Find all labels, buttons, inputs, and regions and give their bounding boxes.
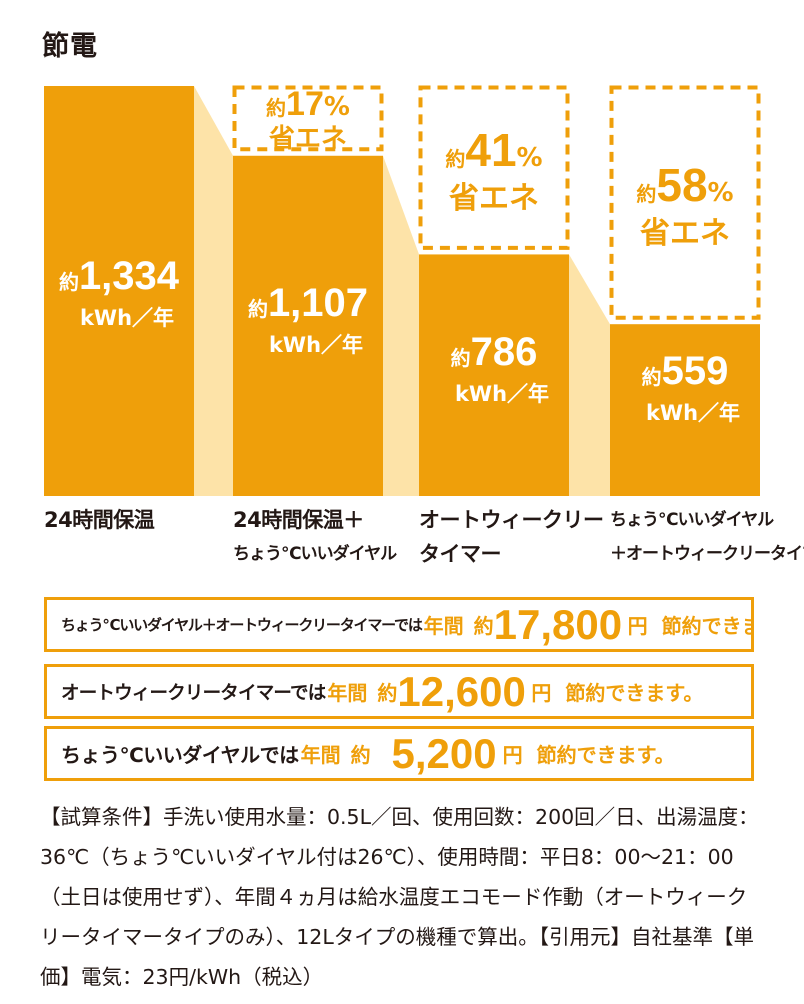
savings-condition: ちょう℃いいダイヤル＋オートウィークリータイマーでは — [61, 616, 423, 634]
savings-label-3: 省エネ — [640, 216, 730, 251]
savings-label-2: 省エネ — [449, 181, 539, 216]
bar-value-0: 約1,334 — [59, 254, 180, 298]
savings-percent-1: 約17% — [266, 85, 350, 123]
bar-value-1: 約1,107 — [248, 281, 368, 325]
bar-value-2: 約786 — [451, 330, 538, 374]
bar-unit-3: kWh／年 — [646, 401, 740, 425]
savings-box-2: ちょう℃いいダイヤルでは 年間 約 5,200 円 節約できます。 — [44, 726, 754, 781]
savings-approx: 約 — [350, 743, 371, 767]
bar-unit-2: kWh／年 — [455, 382, 549, 406]
savings-dashed-box-1 — [232, 85, 384, 152]
savings-per-year: 年間 — [300, 743, 341, 767]
savings-yen: 円 — [502, 743, 523, 767]
savings-amount: 12,600 — [397, 667, 526, 715]
savings-label-1: 省エネ — [268, 124, 347, 154]
savings-dashed-box-2 — [418, 85, 570, 250]
savings-suffix: 節約できます。 — [661, 614, 751, 638]
savings-approx: 約 — [473, 614, 494, 638]
category-label-1: 24時間保温＋ ちょう℃いいダイヤル — [233, 508, 397, 564]
category-label-3: ちょう℃いいダイヤル ＋オートウィークリータイマー — [610, 510, 804, 564]
savings-suffix: 節約できます。 — [565, 681, 704, 705]
savings-yen: 円 — [627, 614, 648, 638]
savings-box-0: ちょう℃いいダイヤル＋オートウィークリータイマーでは 年間 約 17,800 円… — [44, 597, 754, 652]
savings-yen: 円 — [531, 681, 552, 705]
bar-connector-2 — [569, 254, 610, 496]
savings-amount: 17,800 — [493, 600, 623, 648]
calculation-conditions: 【試算条件】手洗い使用水量：0.5L／回、使用回数：200回／日、出湯温度：36… — [40, 805, 759, 989]
power-saving-chart: 約1,334kWh／年約17%省エネ約1,107kWh／年約41%省エネ約786… — [44, 85, 761, 496]
savings-condition: ちょう℃いいダイヤルでは — [61, 743, 299, 767]
bar-connector-1 — [383, 155, 419, 496]
bar-unit-0: kWh／年 — [80, 306, 174, 330]
page-title: 節電 — [42, 31, 98, 62]
bar-1 — [233, 155, 383, 496]
savings-percent-2: 約41% — [445, 124, 542, 176]
savings-dashed-box-3 — [609, 85, 761, 320]
bar-connector-0 — [194, 86, 233, 496]
savings-suffix: 節約できます。 — [536, 743, 675, 767]
bar-unit-1: kWh／年 — [269, 333, 363, 357]
bar-0 — [44, 86, 194, 496]
savings-condition: オートウィークリータイマーでは — [61, 682, 326, 704]
savings-box-1: オートウィークリータイマーでは 年間 約 12,600 円 節約できます。 — [44, 664, 754, 719]
bar-3 — [610, 324, 760, 496]
savings-amount: 5,200 — [391, 729, 497, 777]
category-label-2: オートウィークリー タイマー — [419, 508, 604, 566]
savings-percent-3: 約58% — [636, 159, 733, 211]
savings-per-year: 年間 — [423, 614, 464, 638]
category-label-0: 24時間保温 — [44, 508, 155, 532]
savings-per-year: 年間 — [327, 681, 368, 705]
bar-value-3: 約559 — [642, 349, 729, 393]
savings-approx: 約 — [377, 681, 398, 705]
bar-2 — [419, 254, 569, 496]
